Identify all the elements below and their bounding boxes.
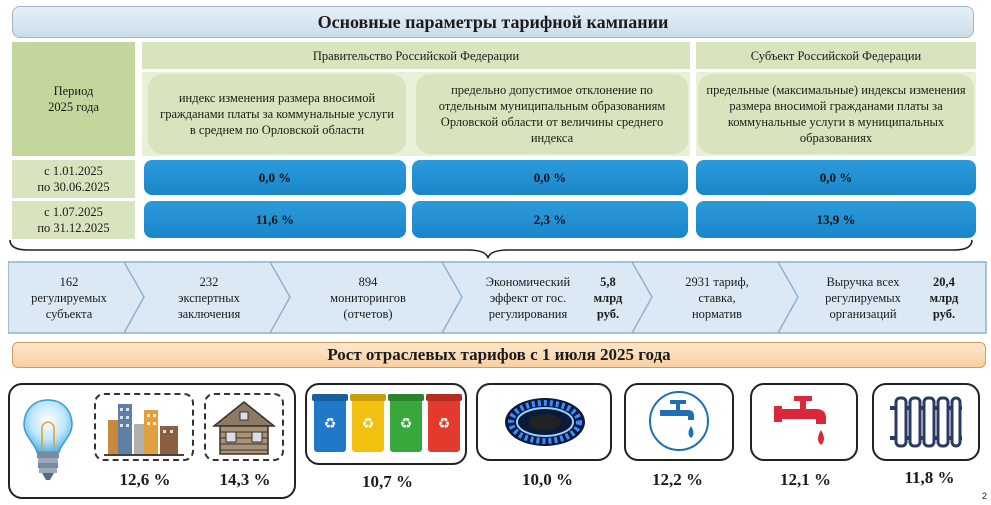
cold-water-tap-icon bbox=[649, 391, 709, 451]
city-frame bbox=[94, 393, 194, 461]
svg-text:♻: ♻ bbox=[438, 416, 451, 432]
step-2-text: 232 экспертных заключения bbox=[177, 274, 241, 321]
step-1-text: 162 регулируемых субъекта bbox=[31, 274, 107, 321]
gas-flame-icon bbox=[505, 398, 585, 446]
hot-water-group bbox=[750, 383, 858, 461]
gas-value: 10,0 % bbox=[522, 470, 573, 489]
svg-text:♻: ♻ bbox=[362, 416, 375, 432]
row1-value-3: 0,0 % bbox=[696, 160, 976, 195]
radiator-icon bbox=[890, 396, 962, 448]
row1-period: с 1.01.2025 по 30.06.2025 bbox=[12, 160, 135, 198]
step-2: 232 экспертных заключения bbox=[124, 260, 294, 335]
city-buildings-icon bbox=[104, 404, 184, 456]
gov-header: Правительство Российской Федерации bbox=[142, 42, 690, 69]
period-header: Период 2025 года bbox=[12, 42, 135, 156]
step-6-text: Выручка всех регулируемых организаций bbox=[825, 274, 901, 321]
hot-water-value: 12,1 % bbox=[780, 470, 831, 489]
row1-value-2: 0,0 % bbox=[412, 160, 688, 195]
col1-header: индекс изменения размера вносимой гражда… bbox=[148, 74, 406, 154]
page-number: 2 bbox=[981, 491, 987, 501]
step-4-value: 5,8 млрд руб. bbox=[593, 274, 623, 321]
row1-value-1: 0,0 % bbox=[144, 160, 406, 195]
wooden-house-icon bbox=[212, 401, 276, 455]
growth-title: Рост отраслевых тарифов с 1 июля 2025 го… bbox=[12, 342, 986, 368]
heating-value: 11,8 % bbox=[904, 468, 955, 487]
step-4-text: Экономический эффект от гос. регулирован… bbox=[485, 274, 571, 321]
step-5-text: 2931 тариф, ставка, норматив bbox=[685, 274, 749, 321]
row2-value-2: 2,3 % bbox=[412, 201, 688, 238]
waste-bins-icon: ♻ ♻ ♻ ♻ bbox=[312, 394, 462, 452]
svg-text:♻: ♻ bbox=[324, 416, 337, 432]
curly-brace bbox=[9, 239, 973, 259]
cold-water-value: 12,2 % bbox=[652, 470, 703, 489]
step-3-text: 894 мониторингов (отчетов) bbox=[330, 274, 406, 321]
electricity-rural-value: 14,3 % bbox=[219, 470, 271, 489]
row2-value-3: 13,9 % bbox=[696, 201, 976, 238]
row2-period: с 1.07.2025 по 31.12.2025 bbox=[12, 201, 135, 239]
light-bulb-icon bbox=[23, 399, 73, 480]
waste-value: 10,7 % bbox=[362, 472, 413, 491]
page-title: Основные параметры тарифной кампании bbox=[12, 6, 974, 38]
step-5: 2931 тариф, ставка, норматив bbox=[632, 260, 802, 335]
hot-water-tap-icon bbox=[774, 396, 826, 445]
col2-header: предельно допустимое отклонение по отдел… bbox=[416, 74, 688, 154]
electricity-city-value: 12,6 % bbox=[119, 470, 171, 489]
house-frame bbox=[204, 393, 284, 461]
step-6-value: 20,4 млрд руб. bbox=[929, 274, 959, 321]
subject-header: Субъект Российской Федерации bbox=[696, 42, 976, 69]
step-6: Выручка всех регулируемых организаций 20… bbox=[778, 260, 988, 335]
step-4: Экономический эффект от гос. регулирован… bbox=[442, 260, 656, 335]
row2-value-1: 11,6 % bbox=[144, 201, 406, 238]
col3-header: предельные (максимальные) индексы измене… bbox=[698, 74, 974, 154]
svg-text:♻: ♻ bbox=[400, 416, 413, 432]
step-3: 894 мониторингов (отчетов) bbox=[270, 260, 466, 335]
